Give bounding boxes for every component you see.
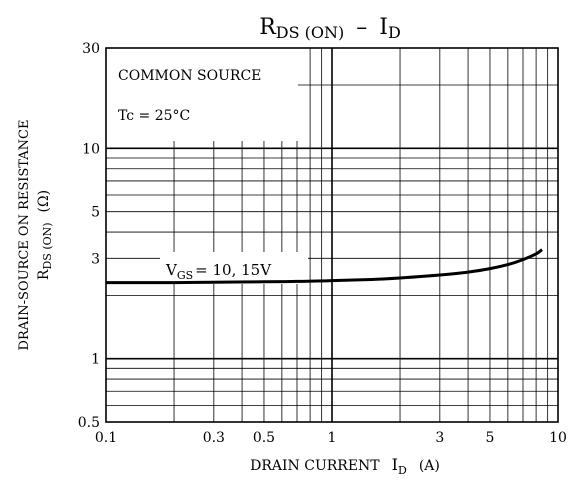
annotation-common-source: COMMON SOURCE <box>118 68 261 84</box>
series-label: VGS = 10, 15V <box>165 261 272 282</box>
x-tick-label: 10 <box>549 430 567 446</box>
x-tick-label: 0.5 <box>253 430 275 446</box>
y-axis-label-line1: DRAIN-SOURCE ON RESISTANCE <box>17 120 32 351</box>
x-tick-labels: 0.1 0.3 0.5 1 3 5 10 <box>95 430 567 446</box>
chart-title: RDS (ON) – ID <box>259 15 401 42</box>
y-tick-label: 10 <box>82 141 100 157</box>
series-line-vgs-10-15v <box>105 248 543 285</box>
x-tick-label: 5 <box>486 430 495 446</box>
x-tick-label: 0.1 <box>95 430 117 446</box>
x-tick-label: 0.3 <box>203 430 225 446</box>
series-label-box <box>160 252 308 284</box>
y-tick-label: 5 <box>91 205 100 221</box>
y-tick-label: 0.5 <box>78 415 100 431</box>
x-tick-label: 1 <box>328 430 337 446</box>
y-tick-labels: 0.5 1 3 5 10 30 <box>78 41 100 431</box>
y-tick-label: 1 <box>91 352 100 368</box>
x-axis-label: DRAIN CURRENT ID (A) <box>250 455 440 477</box>
major-gridlines <box>106 48 558 422</box>
y-axis-label-line2: RDS (ON)(Ω) <box>36 190 54 280</box>
y-axis-label: DRAIN-SOURCE ON RESISTANCE RDS (ON)(Ω) <box>17 120 54 351</box>
y-tick-label: 30 <box>82 41 100 57</box>
y-tick-label: 3 <box>91 251 100 267</box>
annotation-box <box>106 48 298 141</box>
plot-frame <box>105 47 559 423</box>
annotation-temperature: Tc = 25°C <box>118 108 190 124</box>
x-tick-label: 3 <box>435 430 444 446</box>
